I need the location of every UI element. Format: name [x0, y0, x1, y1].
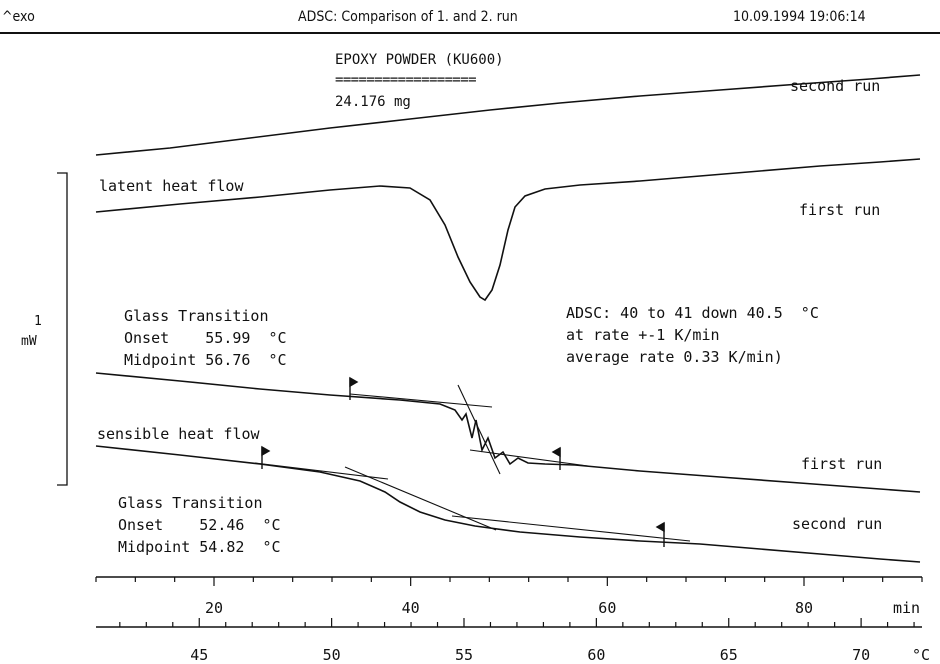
- second-run-label: second run: [790, 77, 880, 95]
- second-run-latent-curve: [95, 74, 921, 156]
- temp-axis-tick-label: 45: [190, 646, 208, 664]
- glass-transition-midpoint: Midpoint 56.76 °C: [124, 351, 287, 369]
- tangent-line: [344, 466, 497, 531]
- glass-transition-midpoint: Midpoint 54.82 °C: [118, 538, 281, 556]
- scale-bar-value: 1: [34, 314, 42, 329]
- scale-bar: [57, 172, 68, 486]
- glass-transition-title: Glass Transition: [118, 494, 263, 512]
- tangent-line: [254, 462, 389, 480]
- flag-marker: [655, 521, 665, 547]
- glass-transition-title: Glass Transition: [124, 307, 269, 325]
- exo-label: ^exo: [2, 9, 35, 25]
- adsc-info-line1: ADSC: 40 to 41 down 40.5 °C: [566, 304, 819, 322]
- temp-axis-unit: °C: [912, 646, 930, 664]
- scale-bar-unit: mW: [21, 334, 37, 349]
- tangent-line: [451, 515, 691, 542]
- second-run-sensible-curve: [95, 445, 921, 563]
- time-axis-tick-label: 20: [205, 599, 223, 617]
- glass-transition-onset: Onset 55.99 °C: [124, 329, 287, 347]
- time-axis-tick-label: 80: [795, 599, 813, 617]
- chart-title: ADSC: Comparison of 1. and 2. run: [298, 9, 518, 25]
- tangent-line: [457, 384, 501, 475]
- temp-axis-tick-label: 60: [587, 646, 605, 664]
- first-run-label: first run: [799, 201, 880, 219]
- tangent-line: [469, 449, 589, 467]
- first-run-sensible-label: first run: [801, 455, 882, 473]
- time-axis-tick-label: 40: [402, 599, 420, 617]
- temp-axis-tick-label: 70: [852, 646, 870, 664]
- temp-axis-tick-label: 55: [455, 646, 473, 664]
- temp-axis-tick-label: 65: [720, 646, 738, 664]
- flag-marker: [551, 446, 561, 470]
- flag-marker: [261, 445, 271, 469]
- flag-marker: [349, 376, 359, 400]
- adsc-info-line3: average rate 0.33 K/min): [566, 348, 783, 366]
- sensible-heat-label: sensible heat flow: [97, 425, 261, 443]
- glass-transition-onset: Onset 52.46 °C: [118, 516, 281, 534]
- time-axis-ticks: 20 40 60 80: [95, 577, 923, 617]
- temp-axis-ticks: 45 50 55 60 65 70: [119, 618, 915, 664]
- first-run-latent-curve: [95, 158, 921, 302]
- second-run-sensible-label: second run: [792, 515, 882, 533]
- latent-heat-label: latent heat flow: [99, 177, 244, 195]
- datetime: 10.09.1994 19:06:14: [733, 9, 866, 25]
- first-run-sensible-curve: [95, 372, 921, 493]
- sample-name: EPOXY POWDER (KU600): [335, 52, 504, 68]
- tangent-line: [349, 393, 493, 408]
- sample-mass: 24.176 mg: [335, 94, 411, 110]
- time-axis-tick-label: 60: [598, 599, 616, 617]
- time-axis-unit: min: [893, 599, 920, 617]
- sample-underline: ==================: [335, 72, 476, 88]
- temp-axis-tick-label: 50: [323, 646, 341, 664]
- adsc-info-line2: at rate +-1 K/min: [566, 326, 720, 344]
